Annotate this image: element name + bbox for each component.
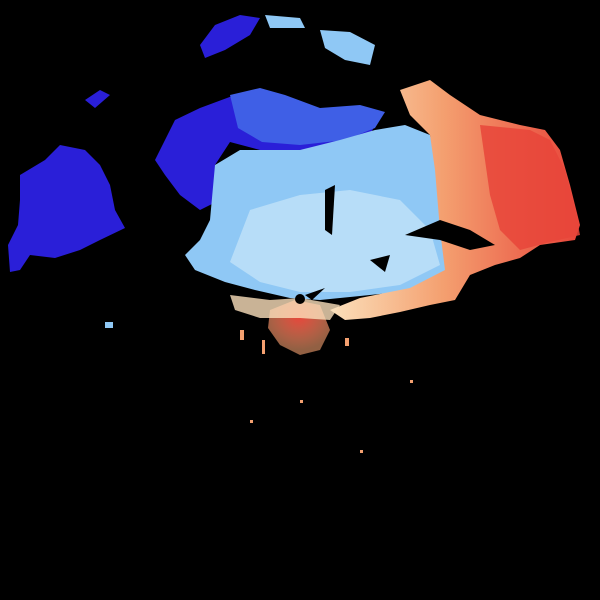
echo-inbound-medium xyxy=(230,88,385,145)
echo-speck-west xyxy=(105,322,113,328)
echo-inbound-far-west xyxy=(8,145,125,272)
echo-small-northwest xyxy=(85,90,110,108)
echo-small-north-light-2 xyxy=(265,15,305,28)
radar-site-marker xyxy=(295,294,305,304)
echo-near-zero-pale xyxy=(230,190,440,292)
echo-warm-fringe-south xyxy=(230,295,340,320)
echo-gaps xyxy=(305,118,575,300)
echo-inbound-north xyxy=(200,15,260,58)
clutter-speckles xyxy=(240,330,413,453)
echo-small-north-light xyxy=(320,30,375,65)
echo-outbound-strong xyxy=(480,125,580,250)
